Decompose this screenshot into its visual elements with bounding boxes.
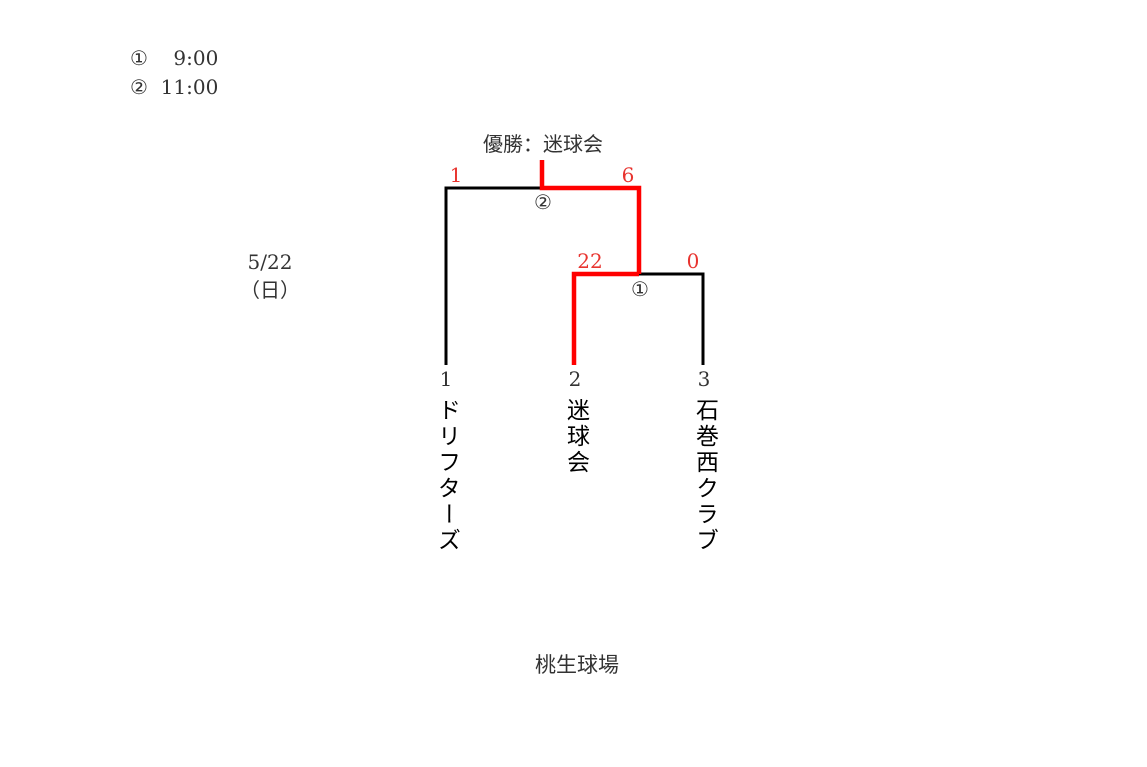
schedule-item-2: ② 11:00 <box>130 75 219 99</box>
winner-line-team2 <box>571 271 639 365</box>
line-team3 <box>639 272 705 365</box>
seed-3: 3 <box>697 367 711 391</box>
score-game1-left: 22 <box>577 249 603 273</box>
date: 5/22 <box>247 250 293 274</box>
team-name-2: 迷球会 <box>562 398 589 476</box>
seed-1: 1 <box>439 367 453 391</box>
schedule-item-1: ① 9:00 <box>130 46 219 70</box>
score-final-right: 6 <box>621 163 635 187</box>
score-game1-right: 0 <box>686 249 700 273</box>
winner-line-final <box>539 160 642 274</box>
venue: 桃生球場 <box>535 653 619 677</box>
weekday: （日） <box>240 278 300 302</box>
seed-2: 2 <box>568 367 582 391</box>
team-name-1: ドリフターズ <box>433 398 460 554</box>
game-mark-1: ① <box>631 277 649 301</box>
game-mark-2: ② <box>534 190 552 214</box>
line-team1 <box>444 186 542 365</box>
team-name-3: 石巻西クラブ <box>691 398 718 554</box>
champion-label: 優勝：迷球会 <box>483 132 603 156</box>
score-final-left: 1 <box>449 163 463 187</box>
